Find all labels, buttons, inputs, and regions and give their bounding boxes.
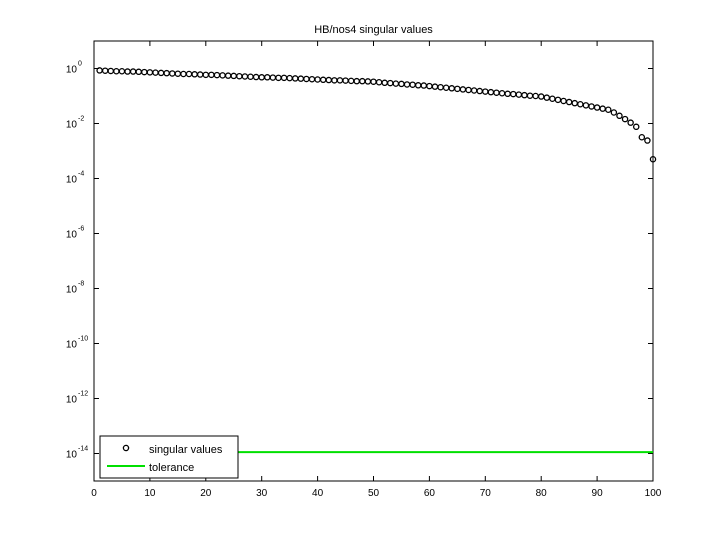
y-tick-label: 10 xyxy=(66,340,78,351)
y-tick-label: 10 xyxy=(66,450,78,461)
legend: singular values tolerance xyxy=(99,435,239,479)
legend-box xyxy=(99,435,239,479)
y-tick-exponent: -2 xyxy=(78,116,84,123)
y-tick-label: 10 xyxy=(66,120,78,131)
data-point xyxy=(621,115,629,123)
legend-label-tolerance: tolerance xyxy=(149,462,194,474)
x-tick-label: 90 xyxy=(592,488,604,499)
x-tick-label: 10 xyxy=(144,488,156,499)
x-tick-label: 50 xyxy=(368,488,380,499)
y-tick-label: 10 xyxy=(66,395,78,406)
y-tick-exponent: -10 xyxy=(78,336,88,343)
data-point xyxy=(627,119,634,126)
data-point xyxy=(638,133,646,141)
data-point xyxy=(632,123,640,131)
data-point xyxy=(644,137,651,144)
data-point xyxy=(616,112,623,120)
x-tick-label: 70 xyxy=(480,488,492,499)
data-point xyxy=(605,106,612,114)
x-tick-label: 60 xyxy=(424,488,436,499)
y-tick-label: 10 xyxy=(66,65,78,76)
chart-title: HB/nos4 singular values xyxy=(314,24,433,36)
legend-label-singular-values: singular values xyxy=(149,444,223,456)
data-point xyxy=(610,109,618,116)
x-tick-label: 40 xyxy=(312,488,324,499)
y-tick-exponent: -4 xyxy=(78,171,84,178)
x-tick-label: 30 xyxy=(256,488,268,499)
y-tick-exponent: -8 xyxy=(78,281,84,288)
y-tick-exponent: -6 xyxy=(78,226,84,233)
y-tick-exponent: 0 xyxy=(78,61,82,68)
x-tick-label: 0 xyxy=(91,488,97,499)
singular-values-series xyxy=(96,67,657,163)
x-tick-label: 20 xyxy=(200,488,212,499)
x-tick-label: 100 xyxy=(645,488,662,499)
y-tick-label: 10 xyxy=(66,285,78,296)
y-tick-label: 10 xyxy=(66,175,78,186)
plot-axes: 0 10 20 30 40 50 60 70 80 90 10010010-210-410-610-… xyxy=(66,40,662,499)
y-tick-exponent: -12 xyxy=(78,391,88,398)
legend-marker-singular-values xyxy=(122,444,130,452)
y-tick-label: 10 xyxy=(66,230,78,241)
x-tick-label: 80 xyxy=(536,488,548,499)
y-tick-exponent: -14 xyxy=(78,446,88,453)
data-point xyxy=(649,155,657,163)
